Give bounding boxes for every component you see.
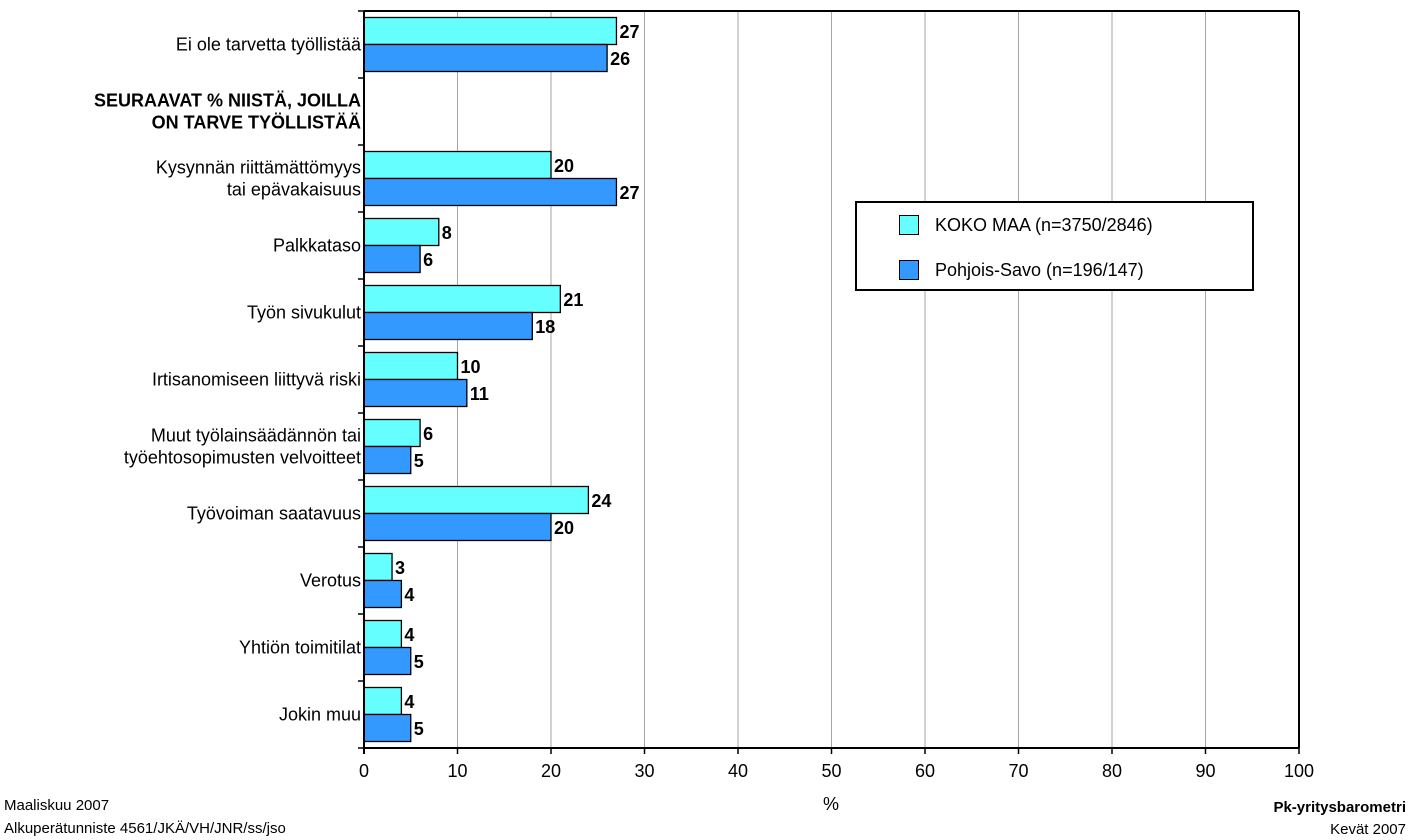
bar-s0-c6 bbox=[363, 418, 421, 448]
x-tick-label-30: 30 bbox=[634, 761, 654, 781]
footer-season: Kevät 2007 bbox=[1330, 821, 1406, 838]
x-axis-label: % bbox=[823, 794, 839, 814]
category-label-0-line-0: Ei ole tarvetta työllistää bbox=[176, 35, 362, 55]
value-label-s1-c8: 4 bbox=[404, 585, 414, 605]
value-label-s0-c10: 4 bbox=[404, 692, 414, 712]
legend-swatch-koko-maa bbox=[899, 215, 919, 235]
value-label-s0-c2: 20 bbox=[554, 156, 574, 176]
value-label-s0-c8: 3 bbox=[395, 558, 405, 578]
category-label-4-line-0: Työn sivukulut bbox=[247, 303, 361, 323]
legend-item-koko-maa: KOKO MAA (n=3750/2846) bbox=[899, 214, 1153, 236]
bar-s1-c4 bbox=[363, 311, 533, 341]
category-labels: Ei ole tarvetta työllistää SEURAAVAT % NI… bbox=[94, 35, 362, 725]
category-label-5-line-0: Irtisanomiseen liittyvä riski bbox=[152, 370, 361, 390]
bar-s1-c7 bbox=[363, 512, 552, 542]
x-tick-label-60: 60 bbox=[915, 761, 935, 781]
value-label-s0-c3: 8 bbox=[442, 223, 452, 243]
value-label-s0-c0: 27 bbox=[619, 22, 639, 42]
category-label-3-line-0: Palkkataso bbox=[273, 236, 361, 256]
category-label-8-line-0: Verotus bbox=[300, 571, 361, 591]
x-tick-label-90: 90 bbox=[1195, 761, 1215, 781]
bars bbox=[363, 16, 618, 743]
legend: KOKO MAA (n=3750/2846) Pohjois-Savo (n=1… bbox=[855, 201, 1254, 291]
x-tick-label-70: 70 bbox=[1008, 761, 1028, 781]
bar-s1-c2 bbox=[363, 177, 618, 207]
bar-s0-c8 bbox=[363, 552, 393, 582]
bar-s0-c0 bbox=[363, 16, 618, 46]
footer-source-id: Alkuperätunniste 4561/JKÄ/VH/JNR/ss/jso bbox=[4, 820, 286, 837]
legend-label-koko-maa: KOKO MAA (n=3750/2846) bbox=[935, 214, 1153, 235]
x-tick-labels: 0 10 20 30 40 50 60 70 80 90 100 bbox=[359, 761, 1314, 781]
value-label-s1-c2: 27 bbox=[619, 183, 639, 203]
value-label-s0-c6: 6 bbox=[423, 424, 433, 444]
category-label-1-line-0: SEURAAVAT % NIISTÄ, JOILLA bbox=[94, 91, 361, 111]
category-label-2-line-0: Kysynnän riittämättömyys bbox=[156, 158, 361, 178]
legend-item-pohjois-savo: Pohjois-Savo (n=196/147) bbox=[899, 259, 1144, 281]
bar-s1-c9 bbox=[363, 646, 412, 676]
x-tick-label-20: 20 bbox=[541, 761, 561, 781]
bar-s1-c6 bbox=[363, 445, 412, 475]
value-label-s1-c10: 5 bbox=[414, 719, 424, 739]
value-label-s1-c6: 5 bbox=[414, 451, 424, 471]
value-label-s1-c7: 20 bbox=[554, 518, 574, 538]
bar-s0-c5 bbox=[363, 351, 459, 381]
axes bbox=[358, 10, 1300, 754]
category-label-1-line-1: ON TARVE TYÖLLISTÄÄ bbox=[152, 113, 361, 133]
legend-label-pohjois-savo: Pohjois-Savo (n=196/147) bbox=[935, 259, 1144, 280]
x-tick-label-80: 80 bbox=[1102, 761, 1122, 781]
bar-s1-c5 bbox=[363, 378, 468, 408]
bar-s0-c2 bbox=[363, 150, 552, 180]
value-label-s0-c9: 4 bbox=[404, 625, 414, 645]
legend-swatch-pohjois-savo bbox=[899, 260, 919, 280]
value-label-s1-c4: 18 bbox=[535, 317, 555, 337]
x-tick-label-10: 10 bbox=[447, 761, 467, 781]
value-label-s1-c3: 6 bbox=[423, 250, 433, 270]
footer-date: Maaliskuu 2007 bbox=[4, 797, 110, 814]
bar-s1-c0 bbox=[363, 43, 608, 73]
category-label-2-line-1: tai epävakaisuus bbox=[227, 180, 361, 200]
value-label-s0-c5: 10 bbox=[461, 357, 481, 377]
bar-s0-c10 bbox=[363, 686, 403, 716]
x-tick-label-50: 50 bbox=[821, 761, 841, 781]
bar-s0-c9 bbox=[363, 619, 403, 649]
bar-s1-c8 bbox=[363, 579, 403, 609]
value-label-s1-c9: 5 bbox=[414, 652, 424, 672]
footer-publication: Pk-yritysbarometri bbox=[1273, 799, 1406, 816]
value-label-s0-c7: 24 bbox=[591, 491, 611, 511]
bar-s0-c7 bbox=[363, 485, 590, 515]
category-label-6-line-1: työehtosopimusten velvoitteet bbox=[124, 448, 361, 468]
category-label-6-line-0: Muut työlainsäädännön tai bbox=[151, 426, 361, 446]
category-label-10-line-0: Jokin muu bbox=[279, 705, 361, 725]
bar-s1-c10 bbox=[363, 713, 412, 743]
value-label-s1-c0: 26 bbox=[610, 49, 630, 69]
x-tick-label-100: 100 bbox=[1284, 761, 1314, 781]
x-tick-label-40: 40 bbox=[728, 761, 748, 781]
grid-lines bbox=[457, 11, 1300, 748]
bar-s1-c3 bbox=[363, 244, 421, 274]
bar-s0-c4 bbox=[363, 284, 562, 314]
value-label-s1-c5: 11 bbox=[470, 384, 489, 404]
value-label-s0-c4: 21 bbox=[563, 290, 583, 310]
x-tick-label-0: 0 bbox=[359, 761, 369, 781]
category-label-7-line-0: Työvoiman saatavuus bbox=[187, 504, 361, 524]
bar-s0-c3 bbox=[363, 217, 440, 247]
category-label-9-line-0: Yhtiön toimitilat bbox=[239, 638, 361, 658]
